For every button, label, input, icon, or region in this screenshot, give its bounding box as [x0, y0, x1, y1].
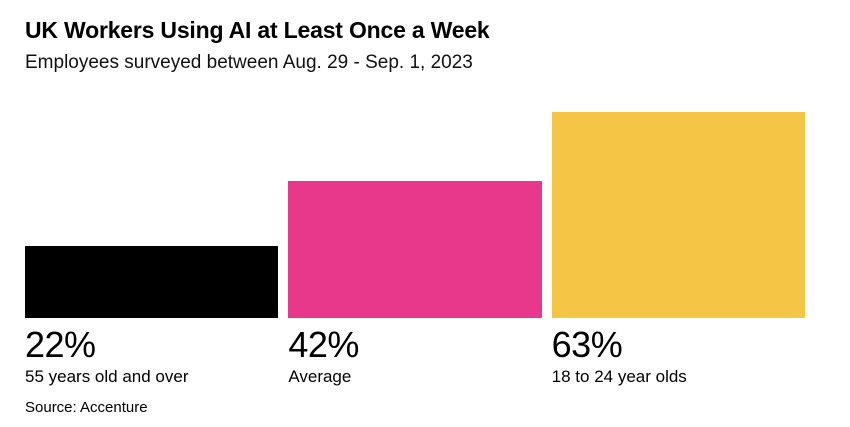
chart-header: UK Workers Using AI at Least Once a Week…	[25, 17, 825, 74]
bar-18-to-24-year-olds	[551, 112, 805, 318]
category-label: 18 to 24 year olds	[551, 367, 687, 386]
label-col-55-years-and-over: 22% 55 years old and over	[25, 327, 278, 387]
category-label: 55 years old and over	[25, 367, 189, 386]
value-label: 42%	[288, 324, 359, 365]
label-col-average: 42% Average	[288, 327, 541, 387]
source-attribution: Source: Accenture	[25, 399, 148, 416]
bar-55-years-and-over	[25, 246, 279, 318]
bar-average	[288, 180, 542, 318]
category-label: Average	[288, 367, 352, 386]
value-label: 63%	[551, 324, 623, 365]
chart-subtitle: Employees surveyed between Aug. 29 - Sep…	[25, 51, 473, 73]
label-col-18-to-24-year-olds: 63% 18 to 24 year olds	[552, 327, 805, 387]
value-label: 22%	[25, 324, 96, 365]
chart-title: UK Workers Using AI at Least Once a Week	[25, 17, 490, 43]
bar-chart-area	[25, 112, 805, 318]
bar-labels-row: 22% 55 years old and over 42% Average 63…	[25, 327, 805, 387]
